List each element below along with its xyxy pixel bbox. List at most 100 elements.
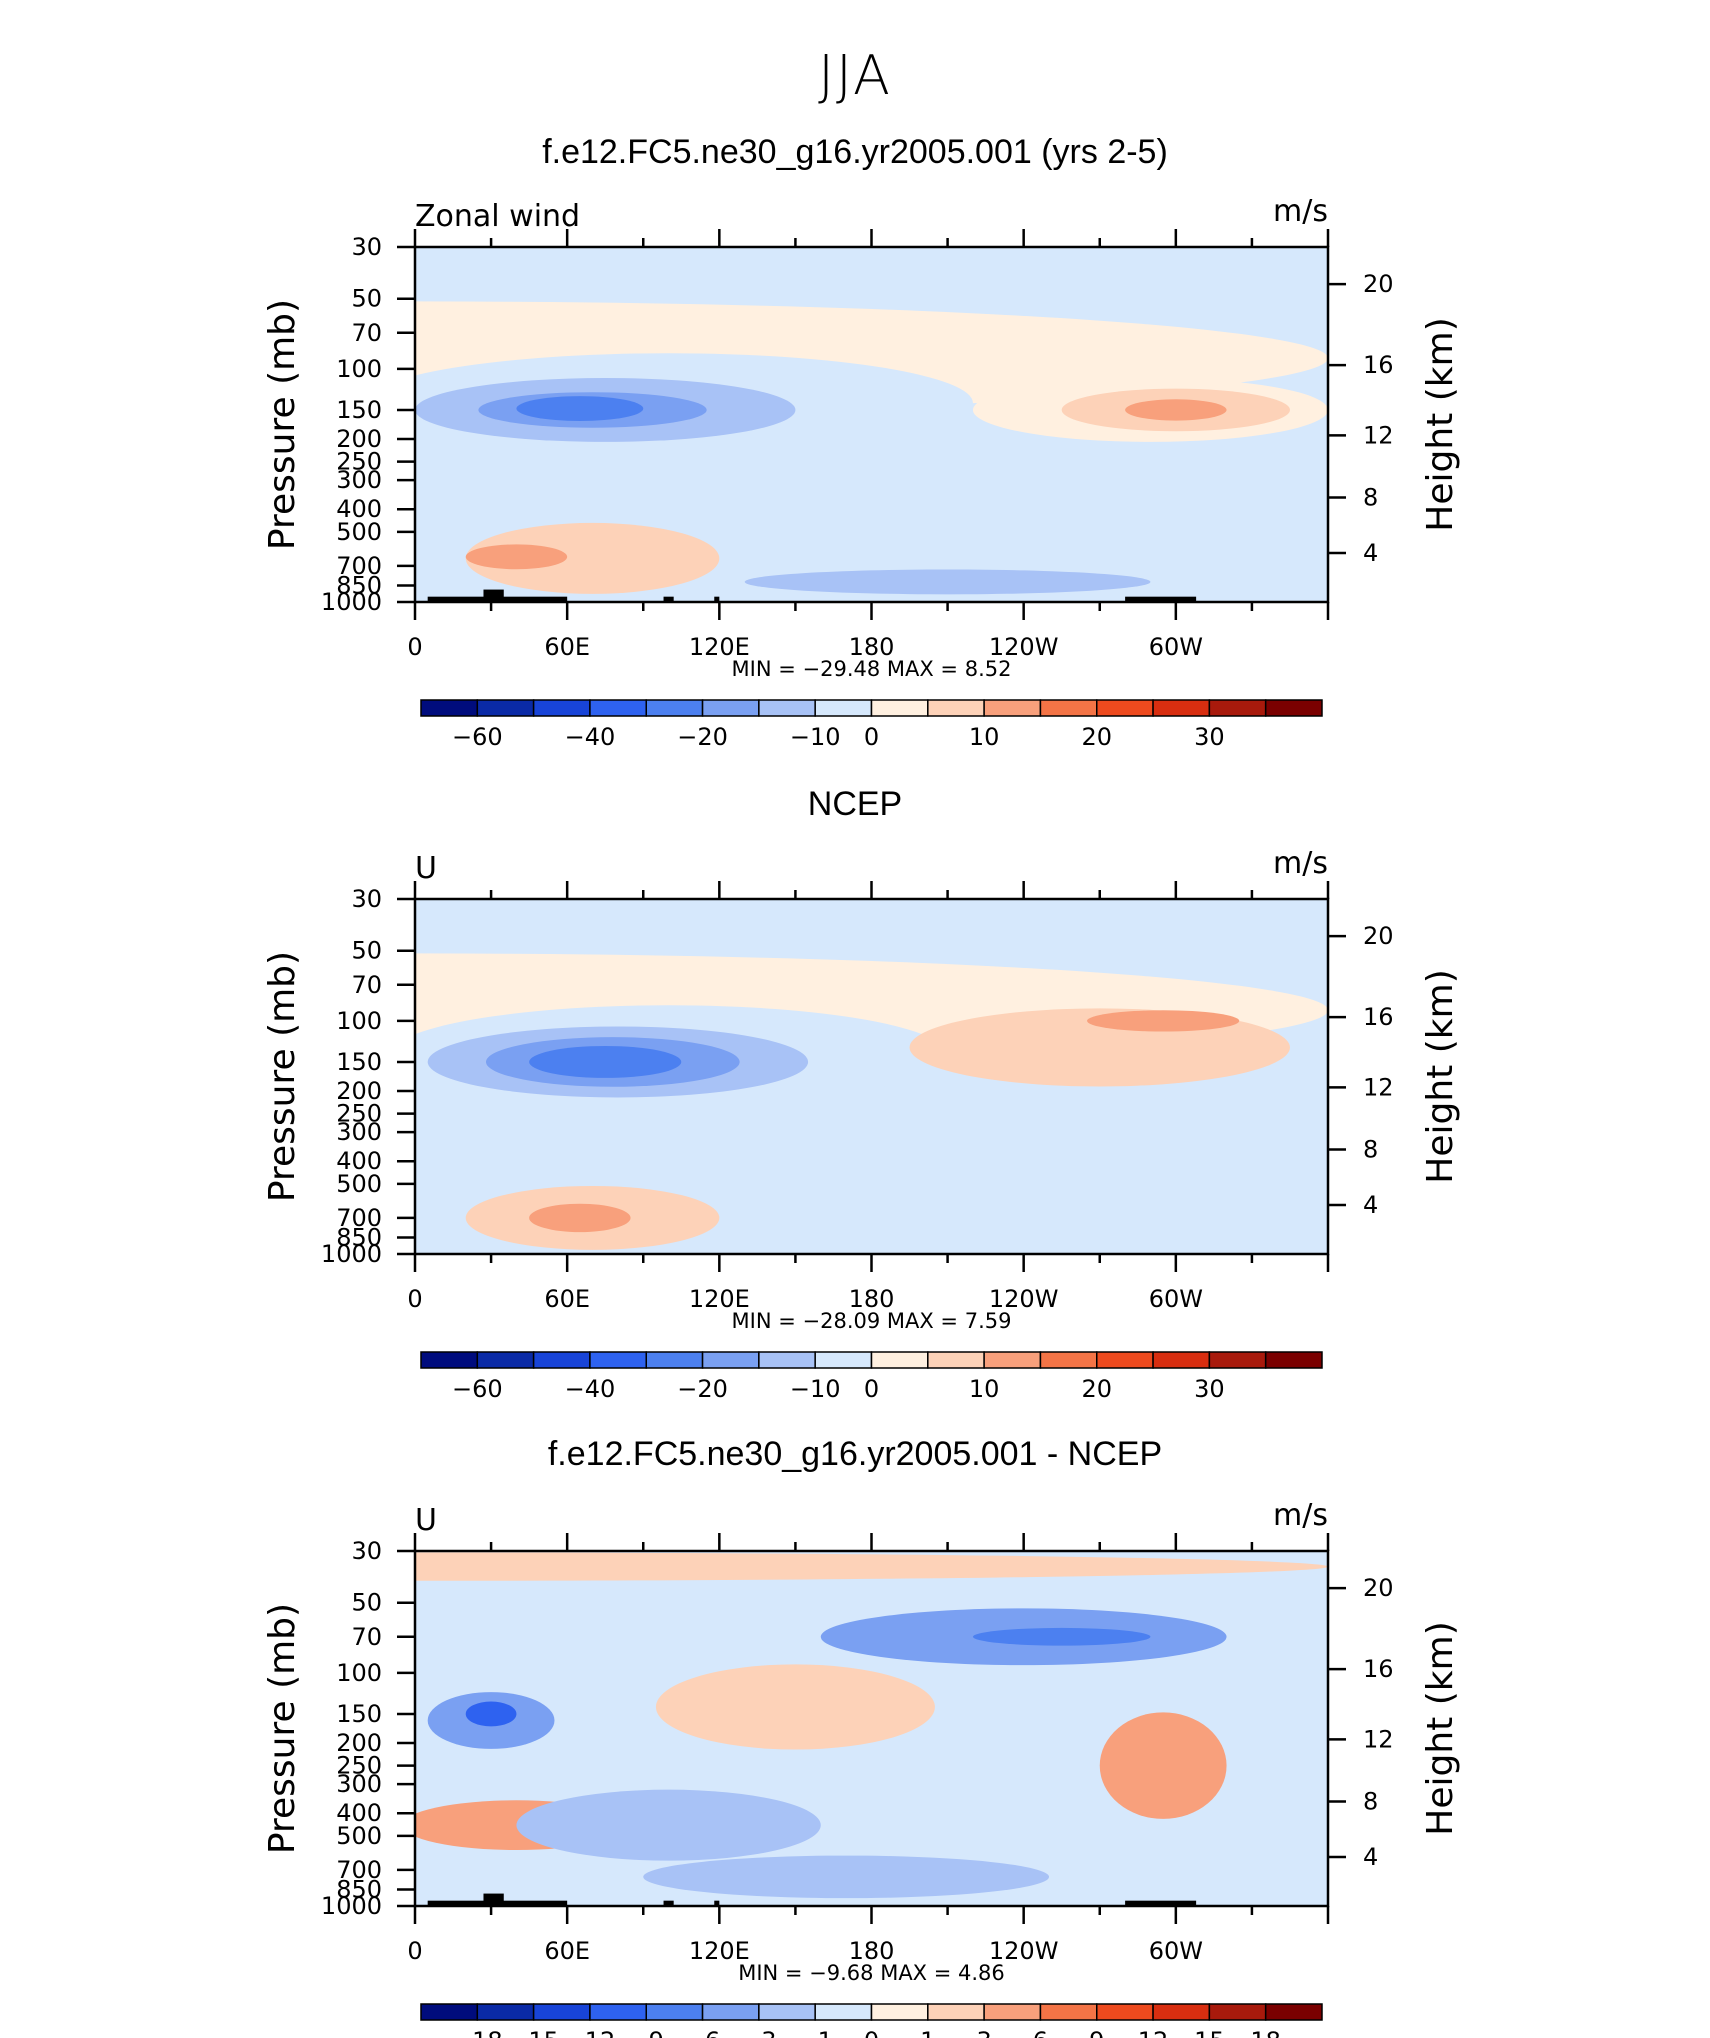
colorbar-swatch [1208,2003,1267,2021]
y-axis-label: Pressure (mb) [262,299,303,550]
pos-low-core [465,544,568,570]
colorbar-label: −3 [741,2027,776,2038]
y2-tick-label: 20 [1363,922,1394,950]
y-tick-label: 30 [351,885,382,913]
y2-tick-label: 4 [1363,1843,1378,1871]
y-tick-label: 700 [336,552,382,580]
y-tick-label: 150 [336,1048,382,1076]
y2-tick-label: 4 [1363,1191,1378,1219]
colorbar-swatch [532,1351,591,1369]
colorbar-swatch [927,699,985,717]
colorbar-label: 0 [864,2027,879,2038]
y2-tick-label: 16 [1363,351,1394,379]
colorbar-swatch [1208,699,1267,717]
y-tick-label: 70 [351,971,382,999]
y-tick-label: 50 [351,285,382,313]
page-title: JJA [818,44,892,107]
y-tick-label: 500 [336,1822,382,1850]
topography [663,596,674,602]
colorbar-label: 6 [1033,2027,1048,2038]
y-tick-label: 50 [351,937,382,965]
y2-tick-label: 20 [1363,270,1394,298]
colorbar-label: −40 [565,1375,616,1403]
x-tick-label: 120W [989,633,1059,661]
units-label: m/s [1273,1498,1328,1533]
colorbar-swatch [983,2003,1042,2021]
x-tick-label: 60W [1149,1285,1203,1313]
colorbar-swatch [1264,1351,1323,1369]
pos-strip-top [415,1552,1328,1581]
y-tick-label: 100 [336,1007,382,1035]
colorbar-label: −10 [790,1375,841,1403]
pos-jet-core [1125,399,1227,421]
neg-low-band [744,569,1151,595]
colorbar-swatch [870,2003,929,2021]
y-tick-label: 100 [336,1659,382,1687]
colorbar-swatch [701,2003,760,2021]
y-tick-label: 500 [336,1170,382,1198]
x-tick-label: 0 [407,1937,422,1965]
colorbar-label: 12 [1138,2027,1169,2038]
y-tick-label: 70 [351,1623,382,1651]
colorbar-swatch [645,699,704,717]
x-tick-label: 120W [989,1937,1059,1965]
colorbar-swatch [758,699,816,717]
y2-axis-label: Height (km) [1420,1621,1461,1835]
colorbar-swatch [1096,1351,1154,1369]
contour-field [415,899,1328,1254]
colorbar-label: −18 [452,2027,503,2038]
colorbar-swatch [1208,1351,1267,1369]
y-tick-label: 100 [336,355,382,383]
colorbar-label: −12 [565,2027,616,2038]
y-tick-label: 300 [336,1118,382,1146]
y2-tick-label: 8 [1363,1135,1378,1163]
colorbar-swatch [1152,2003,1211,2021]
x-tick-label: 180 [849,633,895,661]
topography [663,1900,674,1906]
y-tick-label: 200 [336,1077,382,1105]
colorbar-label: 18 [1250,2027,1281,2038]
colorbar-swatch [758,2003,816,2021]
y2-tick-label: 12 [1363,421,1394,449]
colorbar-label: −1 [797,2027,832,2038]
y-tick-label: 250 [336,1752,382,1780]
colorbar-swatch [1264,2003,1323,2021]
y-tick-label: 50 [351,1589,382,1617]
variable-label: U [415,1503,437,1538]
x-tick-label: 0 [407,633,422,661]
pos-core-east [1099,1712,1227,1819]
variable-label: U [415,851,437,886]
colorbar-label: 20 [1081,723,1112,751]
stats-label: MIN = −9.68 MAX = 4.86 [738,1961,1005,1985]
colorbar-swatch [983,1351,1042,1369]
colorbar-label: −60 [452,1375,503,1403]
colorbar-label: −40 [565,723,616,751]
y-tick-label: 400 [336,1147,382,1175]
colorbar-swatch [420,699,479,717]
colorbar-swatch [1039,2003,1098,2021]
stats-label: MIN = −29.48 MAX = 8.52 [732,657,1012,681]
colorbar-label: −15 [508,2027,559,2038]
panel-3-title: f.e12.FC5.ne30_g16.yr2005.001 - NCEP [547,1435,1163,1473]
colorbar-label: −6 [685,2027,720,2038]
colorbar-label: 30 [1194,723,1225,751]
y2-axis-label: Height (km) [1420,969,1461,1183]
y2-tick-label: 8 [1363,483,1378,511]
colorbar-swatch [532,2003,591,2021]
min-core [529,1045,682,1078]
colorbar-swatch [476,699,535,717]
colorbar-label: −60 [452,723,503,751]
colorbar-label: 10 [969,1375,1000,1403]
x-tick-label: 120E [689,1937,750,1965]
colorbar-label: 30 [1194,1375,1225,1403]
contour-field [415,247,1328,602]
contour-field [415,1551,1328,1906]
topography [483,589,504,602]
colorbar-label: 0 [864,723,879,751]
y-tick-label: 400 [336,495,382,523]
colorbar-swatch [927,1351,985,1369]
colorbar-swatch [645,2003,704,2021]
x-tick-label: 60E [544,1285,590,1313]
